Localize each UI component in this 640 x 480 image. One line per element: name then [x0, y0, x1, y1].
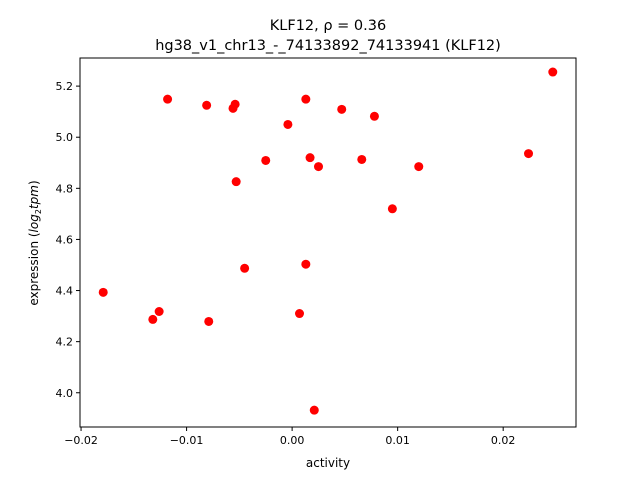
data-point	[305, 153, 315, 163]
data-point	[369, 111, 379, 121]
x-tick-label: 0.02	[491, 434, 516, 447]
data-point	[337, 104, 347, 114]
y-tick-label: 4.4	[56, 285, 74, 298]
x-tick-label: 0.01	[385, 434, 410, 447]
data-point	[524, 149, 534, 159]
data-point	[228, 103, 238, 113]
data-point	[357, 154, 367, 164]
data-point	[295, 309, 305, 319]
y-axis: 4.0 4.2 4.4 4.6 4.8 5.0 5.2	[56, 80, 80, 400]
points-layer	[98, 67, 558, 415]
x-tick-label: −0.01	[170, 434, 204, 447]
y-tick-label: 4.8	[56, 182, 74, 195]
y-tick-label: 4.6	[56, 233, 74, 246]
data-point	[240, 263, 250, 273]
x-axis: −0.02 −0.01 0.00 0.01 0.02	[64, 427, 515, 447]
y-tick-label: 4.0	[56, 387, 74, 400]
data-point	[548, 67, 558, 77]
data-point	[301, 259, 311, 269]
x-tick-label: 0.00	[280, 434, 305, 447]
y-tick-label: 5.2	[56, 80, 74, 93]
x-axis-label: activity	[306, 456, 350, 470]
y-axis-label: expression (log2tpm)	[27, 180, 43, 305]
data-point	[283, 119, 293, 129]
data-point	[387, 204, 397, 214]
data-point	[231, 177, 241, 187]
data-point	[261, 155, 271, 165]
data-point	[148, 314, 158, 324]
data-point	[163, 94, 173, 104]
plot-frame	[79, 57, 577, 428]
chart-subtitle: hg38_v1_chr13_-_74133892_74133941 (KLF12…	[155, 38, 501, 54]
data-point	[202, 100, 212, 110]
data-point	[301, 94, 311, 104]
x-tick-label: −0.02	[64, 434, 98, 447]
data-point	[98, 287, 108, 297]
data-point	[314, 162, 324, 172]
y-tick-label: 5.0	[56, 131, 74, 144]
chart-title: KLF12, ρ = 0.36	[270, 18, 386, 34]
data-point	[154, 306, 164, 316]
data-point	[204, 316, 214, 326]
data-point	[414, 162, 424, 172]
y-tick-label: 4.2	[56, 336, 74, 349]
data-point	[309, 405, 319, 415]
